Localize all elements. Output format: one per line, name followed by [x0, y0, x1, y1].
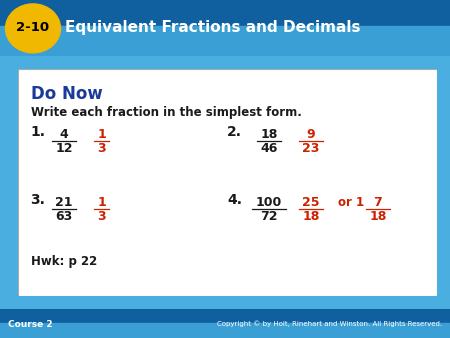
- Bar: [0, 0, 450, 26]
- Text: Copyright © by Holt, Rinehart and Winston. All Rights Reserved.: Copyright © by Holt, Rinehart and Winsto…: [217, 321, 442, 328]
- Text: 100: 100: [256, 196, 282, 209]
- Bar: [0, 309, 450, 323]
- Text: Course 2: Course 2: [8, 320, 53, 329]
- Text: 1.: 1.: [31, 125, 45, 140]
- Text: 18: 18: [302, 210, 320, 223]
- Text: 2-10: 2-10: [17, 21, 50, 34]
- Text: Equivalent Fractions and Decimals: Equivalent Fractions and Decimals: [65, 20, 360, 35]
- FancyBboxPatch shape: [18, 69, 436, 296]
- Text: 21: 21: [55, 196, 73, 209]
- Text: 2.: 2.: [227, 125, 242, 140]
- Text: 23: 23: [302, 142, 320, 155]
- Text: 3: 3: [97, 142, 106, 155]
- Text: 7: 7: [374, 196, 382, 209]
- Text: 46: 46: [261, 142, 278, 155]
- Text: 9: 9: [306, 128, 315, 141]
- Text: 4: 4: [60, 128, 68, 141]
- Text: 1: 1: [97, 128, 106, 141]
- Text: 3: 3: [97, 210, 106, 223]
- Text: Write each fraction in the simplest form.: Write each fraction in the simplest form…: [31, 105, 302, 119]
- Text: 63: 63: [55, 210, 72, 223]
- Ellipse shape: [5, 4, 60, 53]
- Text: Hwk: p 22: Hwk: p 22: [31, 255, 97, 268]
- Bar: [0, 323, 450, 338]
- Text: 25: 25: [302, 196, 320, 209]
- Text: 1: 1: [97, 196, 106, 209]
- Text: 4.: 4.: [227, 193, 242, 208]
- Text: 18: 18: [261, 128, 278, 141]
- Text: 72: 72: [261, 210, 278, 223]
- Text: 3.: 3.: [31, 193, 45, 208]
- Bar: [0, 26, 450, 56]
- Text: 18: 18: [369, 210, 387, 223]
- Text: or 1: or 1: [338, 196, 364, 209]
- Text: 12: 12: [55, 142, 73, 155]
- Text: Do Now: Do Now: [31, 85, 102, 103]
